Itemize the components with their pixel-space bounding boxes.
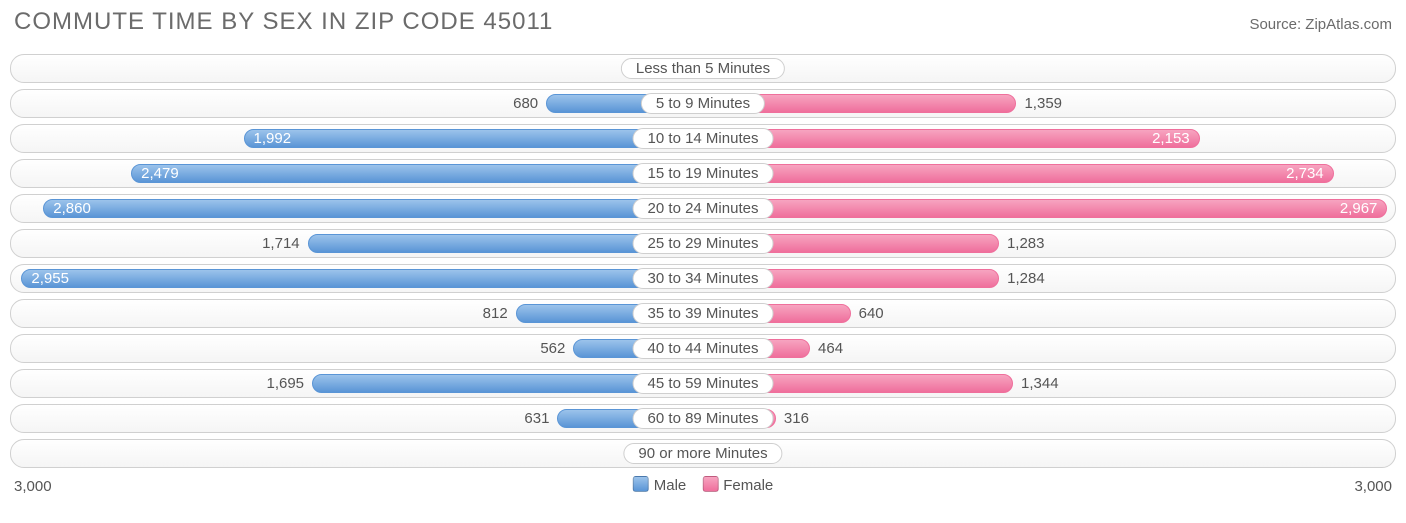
female-half: 1,344 <box>703 370 1395 397</box>
male-half: 2,860 <box>11 195 703 222</box>
chart-footer: 3,000 Male Female 3,000 <box>10 474 1396 504</box>
female-value: 1,284 <box>1007 269 1045 288</box>
male-swatch-icon <box>633 476 649 492</box>
male-bar <box>43 199 703 218</box>
male-value: 2,860 <box>53 199 91 218</box>
male-half: 1,992 <box>11 125 703 152</box>
male-value: 631 <box>524 409 549 428</box>
bar-row: 631 316 60 to 89 Minutes <box>10 404 1396 433</box>
female-value: 2,734 <box>1286 164 1324 183</box>
category-label: 15 to 19 Minutes <box>633 163 774 184</box>
bar-row: 1,992 2,153 10 to 14 Minutes <box>10 124 1396 153</box>
chart-header: COMMUTE TIME BY SEX IN ZIP CODE 45011 So… <box>10 8 1396 36</box>
male-half: 562 <box>11 335 703 362</box>
male-half: 2,479 <box>11 160 703 187</box>
female-half: 1,283 <box>703 230 1395 257</box>
female-half: 464 <box>703 335 1395 362</box>
female-value: 1,344 <box>1021 374 1059 393</box>
female-half: 316 <box>703 405 1395 432</box>
category-label: Less than 5 Minutes <box>621 58 785 79</box>
female-value: 1,283 <box>1007 234 1045 253</box>
category-label: 60 to 89 Minutes <box>633 408 774 429</box>
female-value: 2,153 <box>1152 129 1190 148</box>
male-bar <box>21 269 703 288</box>
category-label: 40 to 44 Minutes <box>633 338 774 359</box>
male-value: 1,714 <box>262 234 300 253</box>
female-half: 1,359 <box>703 90 1395 117</box>
female-swatch-icon <box>702 476 718 492</box>
bar-row: 1,714 1,283 25 to 29 Minutes <box>10 229 1396 258</box>
bar-row: 2,479 2,734 15 to 19 Minutes <box>10 159 1396 188</box>
category-label: 30 to 34 Minutes <box>633 268 774 289</box>
male-bar <box>131 164 703 183</box>
female-value: 640 <box>859 304 884 323</box>
axis-max-left: 3,000 <box>14 478 52 495</box>
female-value: 464 <box>818 339 843 358</box>
diverging-bar-chart: COMMUTE TIME BY SEX IN ZIP CODE 45011 So… <box>0 0 1406 523</box>
category-label: 10 to 14 Minutes <box>633 128 774 149</box>
male-half: 2,955 <box>11 265 703 292</box>
male-value: 1,695 <box>266 374 304 393</box>
female-half: 152 <box>703 55 1395 82</box>
male-half: 680 <box>11 90 703 117</box>
bar-rows: 119152Less than 5 Minutes 680 1,359 5 to 9 … <box>10 54 1396 468</box>
legend: Male Female <box>633 476 774 494</box>
bar-row: 19811690 or more Minutes <box>10 439 1396 468</box>
category-label: 90 or more Minutes <box>623 443 782 464</box>
category-label: 35 to 39 Minutes <box>633 303 774 324</box>
male-value: 1,992 <box>254 129 292 148</box>
category-label: 25 to 29 Minutes <box>633 233 774 254</box>
legend-female: Female <box>702 476 773 494</box>
male-value: 2,479 <box>141 164 179 183</box>
female-value: 1,359 <box>1024 94 1062 113</box>
bar-row: 119152Less than 5 Minutes <box>10 54 1396 83</box>
female-value: 2,967 <box>1340 199 1378 218</box>
male-value: 2,955 <box>31 269 69 288</box>
female-bar <box>703 164 1334 183</box>
bar-row: 2,955 1,284 30 to 34 Minutes <box>10 264 1396 293</box>
chart-title: COMMUTE TIME BY SEX IN ZIP CODE 45011 <box>14 8 553 36</box>
legend-male-label: Male <box>654 477 687 494</box>
female-half: 116 <box>703 440 1395 467</box>
female-half: 1,284 <box>703 265 1395 292</box>
bar-row: 562 464 40 to 44 Minutes <box>10 334 1396 363</box>
female-half: 2,153 <box>703 125 1395 152</box>
bar-row: 2,860 2,967 20 to 24 Minutes <box>10 194 1396 223</box>
male-value: 812 <box>483 304 508 323</box>
male-value: 562 <box>540 339 565 358</box>
legend-female-label: Female <box>723 477 773 494</box>
axis-max-right: 3,000 <box>1354 478 1392 495</box>
bar-row: 680 1,359 5 to 9 Minutes <box>10 89 1396 118</box>
male-half: 812 <box>11 300 703 327</box>
bar-row: 1,695 1,344 45 to 59 Minutes <box>10 369 1396 398</box>
female-bar <box>703 199 1387 218</box>
female-value: 316 <box>784 409 809 428</box>
female-half: 2,734 <box>703 160 1395 187</box>
male-half: 198 <box>11 440 703 467</box>
female-half: 640 <box>703 300 1395 327</box>
male-half: 1,714 <box>11 230 703 257</box>
category-label: 45 to 59 Minutes <box>633 373 774 394</box>
male-half: 1,695 <box>11 370 703 397</box>
bar-row: 812 640 35 to 39 Minutes <box>10 299 1396 328</box>
legend-male: Male <box>633 476 687 494</box>
female-half: 2,967 <box>703 195 1395 222</box>
male-half: 631 <box>11 405 703 432</box>
female-bar <box>703 129 1200 148</box>
category-label: 20 to 24 Minutes <box>633 198 774 219</box>
male-half: 119 <box>11 55 703 82</box>
category-label: 5 to 9 Minutes <box>641 93 765 114</box>
chart-source: Source: ZipAtlas.com <box>1249 16 1392 33</box>
male-value: 680 <box>513 94 538 113</box>
